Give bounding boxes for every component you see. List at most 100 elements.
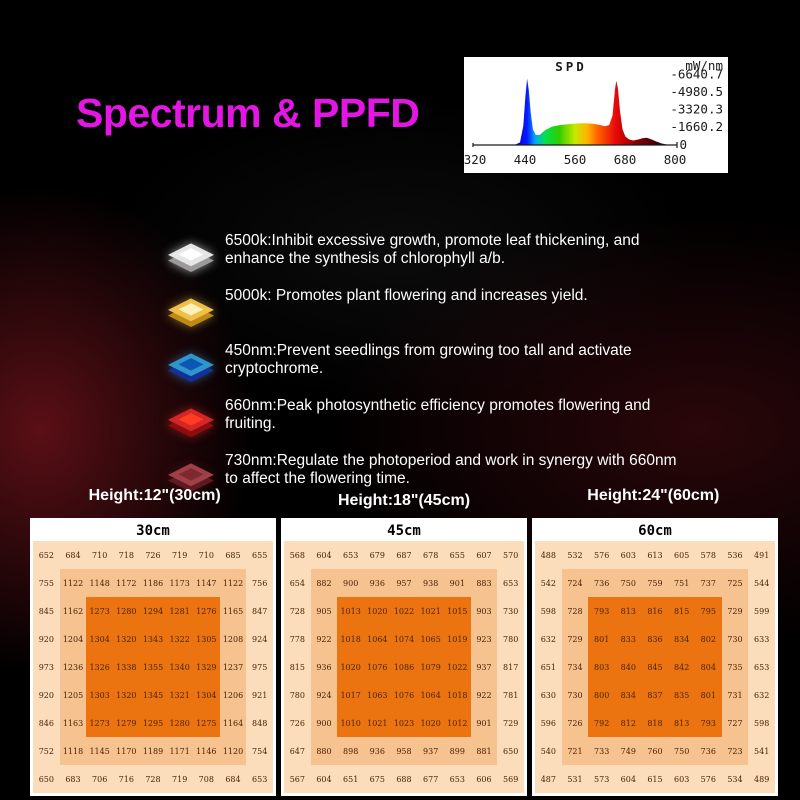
ppfd-cell: 607 (470, 541, 498, 569)
ppfd-cell: 1303 (86, 681, 113, 709)
ppfd-cell: 489 (748, 765, 775, 793)
ppfd-height-labels: Height:12"(30cm) Height:18"(45cm) Height… (30, 487, 778, 509)
ppfd-cell: 846 (33, 709, 60, 737)
ppfd-cell: 840 (614, 653, 642, 681)
ppfd-cell: 1010 (337, 709, 364, 737)
ppfd-cell: 1018 (443, 681, 471, 709)
ppfd-cell: 818 (641, 709, 669, 737)
ppfd-cell: 542 (535, 569, 562, 597)
ppfd-table: 45cm 568 604 653 679 687 678 655 607 570 654 882 900… (281, 518, 527, 796)
ppfd-cell: 1326 (86, 653, 113, 681)
ppfd-cell: 1163 (59, 709, 87, 737)
ppfd-cell: 653 (246, 765, 273, 793)
ppfd-cell: 728 (561, 597, 589, 625)
ppfd-cell: 1173 (166, 569, 193, 597)
spd-y-tick: -3320.3 (670, 102, 723, 117)
ppfd-cell: 1074 (390, 625, 418, 653)
ppfd-cell: 650 (497, 737, 524, 765)
ppfd-cell: 603 (614, 541, 642, 569)
ppfd-cell: 569 (497, 765, 524, 793)
ppfd-cell: 684 (219, 765, 247, 793)
bullet-text: 730nm:Regulate the photoperiod and work … (225, 452, 677, 487)
ppfd-cell: 576 (588, 541, 615, 569)
ppfd-cell: 491 (748, 541, 775, 569)
ppfd-cell: 653 (748, 653, 775, 681)
ppfd-cell: 1015 (443, 597, 471, 625)
ppfd-cell: 651 (337, 765, 364, 793)
ppfd-cell: 1320 (112, 681, 140, 709)
ppfd-cell: 1294 (139, 597, 167, 625)
ppfd-cell: 903 (470, 597, 498, 625)
ppfd-cell: 719 (166, 541, 193, 569)
ppfd-cell: 1295 (139, 709, 167, 737)
ppfd-cell: 793 (694, 709, 722, 737)
height-label-30cm: Height:12"(30cm) (88, 487, 221, 504)
ppfd-cell: 1320 (112, 625, 140, 653)
ppfd-cell: 921 (246, 681, 273, 709)
ppfd-cell: 801 (694, 681, 722, 709)
led-chip-450nm-icon (166, 339, 216, 383)
ppfd-cell: 650 (33, 765, 60, 793)
ppfd-cell: 1340 (166, 653, 193, 681)
ppfd-cell: 725 (721, 569, 749, 597)
ppfd-cell: 678 (417, 541, 444, 569)
ppfd-cell: 728 (284, 597, 311, 625)
ppfd-cell: 718 (112, 541, 140, 569)
ppfd-cell: 813 (614, 597, 642, 625)
ppfd-cell: 937 (417, 737, 444, 765)
ppfd-cell: 1280 (166, 709, 193, 737)
ppfd-cell: 721 (561, 737, 589, 765)
ppfd-cell: 812 (614, 709, 642, 737)
ppfd-cell: 922 (470, 681, 498, 709)
ppfd-grid: 488 532 576 603 613 605 578 536 491 542 724 736 750 7… (535, 541, 775, 793)
ppfd-cell: 729 (721, 597, 749, 625)
ppfd-cell: 1355 (139, 653, 167, 681)
ppfd-cell: 898 (337, 737, 364, 765)
ppfd-cell: 1275 (192, 709, 220, 737)
ppfd-cell: 835 (668, 681, 695, 709)
ppfd-cell: 973 (33, 653, 60, 681)
spd-unit-label: mW/nm (685, 58, 723, 73)
bullet-text: 660nm:Peak photosynthetic efficiency pro… (225, 397, 651, 432)
ppfd-cell: 630 (535, 681, 562, 709)
ppfd-cell: 604 (614, 765, 642, 793)
ppfd-cell: 936 (310, 653, 338, 681)
ppfd-cell: 730 (497, 597, 524, 625)
ppfd-cell: 754 (246, 737, 273, 765)
ppfd-cell: 1280 (112, 597, 140, 625)
ppfd-cell: 685 (219, 541, 247, 569)
spd-curve (514, 78, 671, 145)
ppfd-cell: 792 (588, 709, 615, 737)
ppfd-cell: 729 (497, 709, 524, 737)
spd-y-tick: -6640.7 (670, 67, 723, 82)
ppfd-cell: 654 (284, 569, 311, 597)
ppfd-cell: 632 (535, 625, 562, 653)
ppfd-cell: 750 (614, 569, 642, 597)
ppfd-cell: 1020 (363, 597, 391, 625)
spd-chart: SPD mW/nm -6640.7 -4980.5 -3320.3 -1660.2 0 320… (464, 57, 728, 173)
ppfd-cell: 728 (139, 765, 167, 793)
ppfd-cell: 1273 (86, 597, 113, 625)
ppfd-cell: 710 (86, 541, 113, 569)
ppfd-cell: 1086 (390, 653, 418, 681)
ppfd-cell: 900 (337, 569, 364, 597)
ppfd-cell: 1120 (219, 737, 247, 765)
ppfd-cell: 1204 (59, 625, 87, 653)
ppfd-cell: 815 (284, 653, 311, 681)
ppfd-cell: 653 (497, 569, 524, 597)
bullet-item: 660nm:Peak photosynthetic efficiency pro… (166, 397, 706, 438)
ppfd-table: 30cm 652 684 710 718 726 719 710 685 655 755 1122 11… (30, 518, 276, 796)
ppfd-cell: 1065 (417, 625, 444, 653)
ppfd-cell: 936 (363, 737, 391, 765)
ppfd-cell: 901 (470, 709, 498, 737)
ppfd-cell: 750 (668, 737, 695, 765)
ppfd-cell: 1118 (59, 737, 87, 765)
ppfd-cell: 801 (588, 625, 615, 653)
ppfd-cell: 655 (443, 541, 471, 569)
ppfd-cell: 1279 (112, 709, 140, 737)
ppfd-cell: 716 (112, 765, 140, 793)
ppfd-cell: 1122 (59, 569, 87, 597)
ppfd-cell: 922 (310, 625, 338, 653)
ppfd-cell: 487 (535, 765, 562, 793)
ppfd-cell: 647 (284, 737, 311, 765)
